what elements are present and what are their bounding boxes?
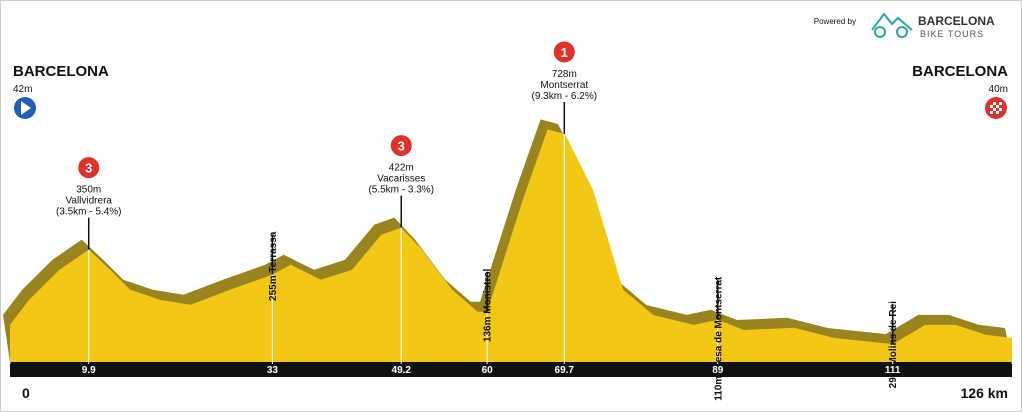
climb-detail: (3.5km - 5.4%) bbox=[56, 207, 122, 218]
start-icon bbox=[14, 97, 36, 119]
climb-elevation: 422m bbox=[389, 163, 414, 174]
logo-icon bbox=[871, 12, 913, 38]
waypoint-label: 110m Olesa de Montserrat bbox=[713, 276, 724, 401]
x-tick-label: 60 bbox=[482, 365, 494, 376]
climb-category: 3 bbox=[85, 161, 92, 176]
climb-badge bbox=[77, 156, 101, 180]
climb-name: Montserrat bbox=[540, 80, 588, 91]
waypoint-label: 136m Monistrol bbox=[483, 269, 494, 343]
finish-icon bbox=[985, 97, 1007, 119]
start-name: BARCELONA bbox=[13, 63, 109, 80]
km-bar bbox=[10, 362, 1012, 377]
x-tick-label: 9.9 bbox=[82, 365, 96, 376]
climb-elevation: 350m bbox=[76, 185, 101, 196]
climb-detail: (5.5km - 3.3%) bbox=[368, 185, 434, 196]
x-tick-label: 69.7 bbox=[555, 365, 575, 376]
x-tick-label: 49.2 bbox=[392, 365, 412, 376]
finish-elevation: 40m bbox=[989, 84, 1008, 95]
climb-badge bbox=[389, 134, 413, 158]
brand: BARCELONA bbox=[918, 14, 995, 28]
climb-elevation: 728m bbox=[552, 69, 577, 80]
x-tick-label: 33 bbox=[267, 365, 279, 376]
climb-category: 1 bbox=[561, 45, 568, 60]
x-tick-label: 111 bbox=[885, 365, 901, 376]
climb-detail: (9.3km - 6.2%) bbox=[531, 91, 597, 102]
start-elevation: 42m bbox=[13, 84, 32, 95]
climb-badge bbox=[552, 40, 576, 64]
x-tick-label: 126 km bbox=[961, 385, 1008, 401]
powered-by: Powered by bbox=[814, 17, 856, 26]
finish-name: BARCELONA bbox=[912, 63, 1008, 80]
climb-name: Vallvidrera bbox=[65, 196, 112, 207]
climb-name: Vacarisses bbox=[377, 174, 425, 185]
waypoint-label: 255m Terrassa bbox=[268, 231, 279, 301]
x-tick-label: 89 bbox=[712, 365, 724, 376]
x-tick-label: 0 bbox=[22, 385, 30, 401]
profile-area bbox=[10, 129, 1012, 362]
waypoint-label: 29m Molins de Rei bbox=[888, 301, 899, 388]
brand-sub: BIKE TOURS bbox=[920, 29, 984, 39]
climb-category: 3 bbox=[398, 139, 405, 154]
